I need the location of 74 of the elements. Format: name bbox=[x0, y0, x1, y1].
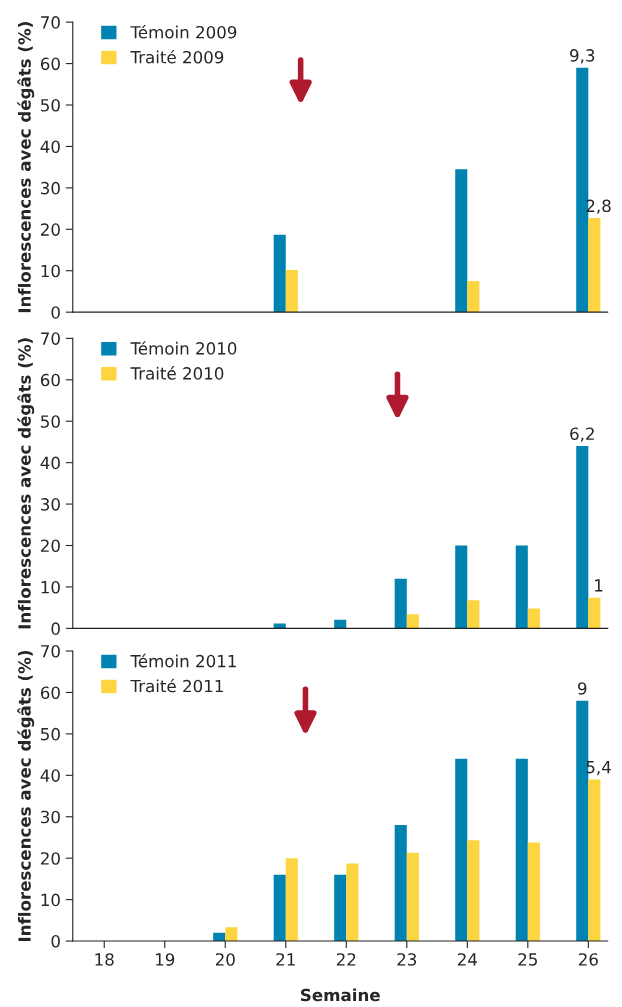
y-tick-label: 60 bbox=[40, 373, 60, 387]
legend-label: Témoin 2010 bbox=[130, 341, 237, 355]
bar bbox=[576, 446, 589, 629]
bar bbox=[455, 169, 468, 313]
y-tick-label: 30 bbox=[41, 181, 60, 195]
bar bbox=[467, 600, 480, 629]
y-tick-label: 10 bbox=[41, 264, 60, 278]
x-tick-label: 19 bbox=[155, 953, 175, 966]
x-tick-label: 24 bbox=[457, 953, 477, 966]
y-tick-label: 60 bbox=[40, 57, 60, 71]
bar bbox=[394, 825, 407, 942]
y-tick-label: 30 bbox=[41, 498, 60, 511]
bar bbox=[515, 545, 528, 629]
y-tick-label: 40 bbox=[40, 140, 60, 154]
bar bbox=[467, 281, 480, 313]
legend-label: Traité 2010 bbox=[130, 366, 224, 380]
bar bbox=[334, 874, 347, 942]
y-tick-label: 0 bbox=[51, 622, 60, 635]
x-axis-title: Semaine bbox=[301, 988, 380, 1002]
y-tick-label: 20 bbox=[40, 539, 60, 553]
bar bbox=[394, 578, 407, 629]
bar bbox=[285, 269, 298, 313]
y-tick-label: 50 bbox=[41, 727, 60, 741]
y-tick-label: 70 bbox=[41, 644, 60, 658]
y-tick-label: 0 bbox=[51, 935, 60, 948]
x-tick-label: 18 bbox=[95, 953, 114, 966]
bar bbox=[527, 608, 540, 629]
bar bbox=[527, 842, 540, 942]
annotation: 9 bbox=[578, 682, 587, 695]
annotation: 1 bbox=[595, 579, 603, 592]
legend-label: Traité 2009 bbox=[130, 49, 224, 64]
y-tick-label: 40 bbox=[40, 456, 60, 470]
bar bbox=[334, 619, 347, 629]
bar bbox=[515, 758, 528, 942]
legend-label: Traité 2011 bbox=[130, 678, 223, 693]
y-tick-label: 40 bbox=[40, 769, 60, 782]
legend-label: Témoin 2009 bbox=[130, 24, 237, 39]
x-tick-label: 21 bbox=[276, 953, 295, 966]
y-tick-label: 60 bbox=[40, 686, 60, 700]
x-tick-label: 25 bbox=[518, 953, 537, 966]
y-axis-title: Inflorescences avec dégâts (%) bbox=[17, 22, 35, 313]
y-axis-title: Inflorescences avec dégâts (%) bbox=[17, 338, 35, 629]
bar bbox=[273, 623, 286, 629]
bar bbox=[346, 863, 359, 942]
y-tick-label: 70 bbox=[41, 16, 60, 29]
x-tick-label: 20 bbox=[215, 953, 235, 966]
legend-label: Témoin 2011 bbox=[130, 653, 236, 668]
bar bbox=[273, 234, 286, 313]
bar bbox=[406, 852, 419, 942]
y-tick-label: 20 bbox=[40, 223, 60, 236]
bar bbox=[455, 545, 468, 629]
bar bbox=[225, 927, 238, 942]
y-tick-label: 0 bbox=[51, 306, 60, 319]
y-tick-label: 50 bbox=[41, 415, 60, 428]
y-tick-label: 10 bbox=[41, 893, 60, 907]
bar bbox=[588, 597, 601, 629]
y-axis-title: Inflorescences avec dégâts (%) bbox=[17, 650, 35, 942]
annotation: 9,3 bbox=[570, 49, 595, 64]
x-tick-label: 26 bbox=[578, 953, 598, 966]
y-tick-label: 10 bbox=[41, 580, 60, 594]
y-tick-label: 20 bbox=[40, 852, 60, 865]
bar bbox=[467, 840, 480, 942]
bar bbox=[455, 758, 468, 942]
annotation: 6,2 bbox=[570, 427, 594, 442]
bar bbox=[273, 874, 286, 942]
y-tick-label: 50 bbox=[41, 98, 60, 112]
bar bbox=[406, 614, 419, 629]
bar bbox=[285, 858, 298, 942]
y-tick-label: 70 bbox=[41, 332, 60, 345]
bar bbox=[588, 779, 601, 942]
x-tick-label: 22 bbox=[336, 953, 356, 966]
bar bbox=[588, 218, 601, 313]
y-tick-label: 30 bbox=[41, 810, 60, 824]
x-tick-label: 23 bbox=[397, 953, 417, 966]
